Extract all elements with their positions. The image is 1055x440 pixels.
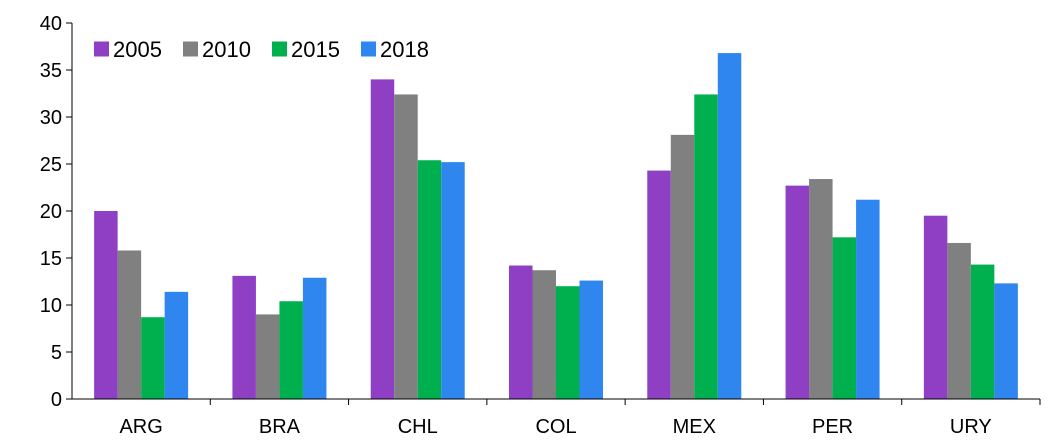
- legend-label: 2005: [113, 37, 162, 62]
- bar-bra-2018: [302, 277, 327, 399]
- x-category-label: MEX: [673, 416, 716, 438]
- x-category-label: PER: [812, 416, 853, 438]
- y-tick-label: 35: [40, 60, 62, 82]
- x-category-label: CHL: [398, 416, 438, 438]
- bar-per-2015: [832, 237, 857, 399]
- bar-bra-2015: [279, 301, 303, 399]
- y-tick-label: 40: [40, 13, 62, 35]
- legend-label: 2015: [291, 37, 340, 62]
- bar-col-2018: [579, 280, 603, 399]
- x-category-label: BRA: [259, 416, 301, 438]
- x-category-label: ARG: [119, 416, 162, 438]
- x-category-label: COL: [535, 416, 576, 438]
- legend-swatch: [272, 41, 287, 57]
- bar-mex-2010: [670, 134, 695, 400]
- bar-chl-2005: [370, 79, 395, 400]
- bar-bra-2010: [255, 314, 280, 399]
- bar-arg-2018: [164, 291, 189, 399]
- bar-ury-2018: [994, 283, 1018, 399]
- bar-chl-2015: [417, 160, 442, 399]
- legend-item-2015: 2015: [272, 37, 340, 62]
- x-category-labels: ARG BRA CHL COL MEX PER URY: [119, 416, 991, 438]
- y-tick-label: 20: [40, 201, 62, 223]
- y-tick-label: 5: [51, 342, 62, 364]
- y-tick-labels: 0 5 10 15 20 25 30 35 40: [40, 13, 62, 411]
- legend-item-2005: 2005: [94, 37, 162, 62]
- bar-col-2015: [556, 286, 580, 399]
- bar-per-2018: [856, 199, 880, 399]
- y-tick-label: 0: [51, 389, 62, 411]
- legend: 2005 2010 2015 2018: [94, 37, 429, 62]
- bar-ury-2015: [970, 264, 995, 399]
- legend-label: 2010: [202, 37, 251, 62]
- y-tick-label: 10: [40, 295, 62, 317]
- legend-item-2010: 2010: [183, 37, 251, 62]
- bar-col-2005: [509, 265, 533, 399]
- legend-swatch: [361, 41, 376, 57]
- bar-mex-2018: [717, 53, 742, 399]
- y-tick-label: 25: [40, 154, 62, 176]
- bar-chl-2010: [394, 94, 418, 399]
- bar-mex-2015: [694, 94, 718, 399]
- bar-per-2010: [809, 179, 833, 399]
- bar-mex-2005: [647, 170, 671, 399]
- bar-arg-2015: [141, 317, 165, 399]
- x-category-label: URY: [950, 416, 992, 438]
- axes-layer: [66, 22, 1041, 405]
- bar-arg-2010: [117, 250, 142, 399]
- legend-label: 2018: [380, 37, 429, 62]
- bar-ury-2010: [947, 242, 971, 399]
- bar-per-2005: [785, 185, 810, 399]
- legend-swatch: [183, 41, 198, 57]
- bar-ury-2005: [923, 215, 948, 399]
- bar-col-2010: [532, 270, 556, 399]
- legend-swatch: [94, 41, 109, 57]
- legend-item-2018: 2018: [361, 37, 429, 62]
- bars-layer: [94, 53, 1018, 400]
- y-tick-label: 30: [40, 107, 62, 129]
- y-tick-label: 15: [40, 248, 62, 270]
- bar-arg-2005: [94, 211, 118, 399]
- bar-chl-2018: [441, 162, 465, 399]
- bar-bra-2005: [232, 275, 256, 399]
